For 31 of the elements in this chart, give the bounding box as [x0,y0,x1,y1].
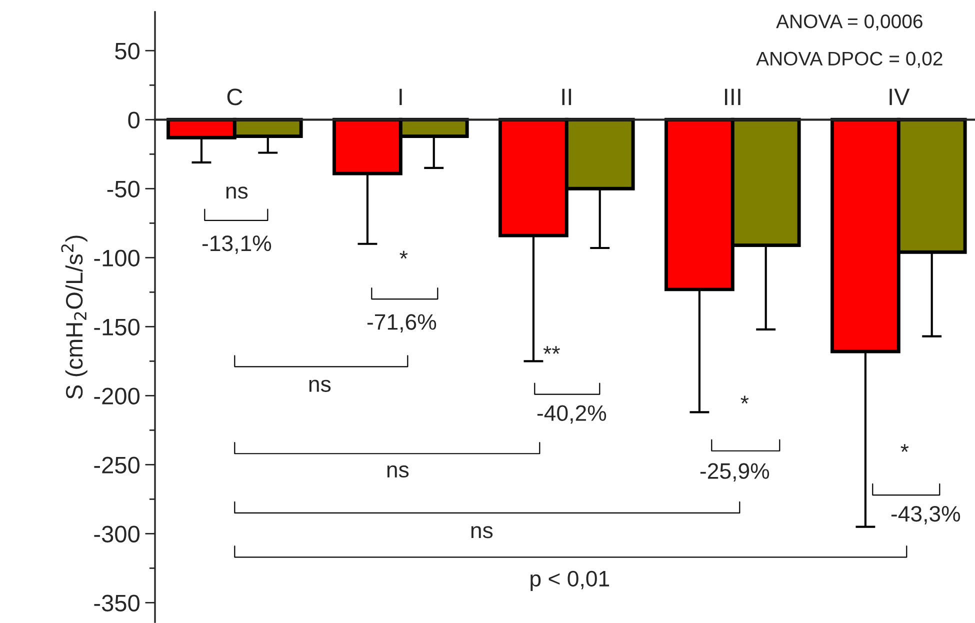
annotation: -25,9% [700,463,770,482]
annotation: ns [387,465,409,478]
y-tick-label: 0 [128,112,140,128]
y-tick-label: -300 [94,526,140,542]
y-tick-label: -350 [94,594,140,612]
annotation: ANOVA DPOC = 0,02 [756,52,942,68]
y-axis-title: S (cmH$_{2}$O/L/s$^{2}$) [61,236,88,399]
y-tick-label: -100 [94,250,140,266]
annotation: * [400,250,408,259]
x-tick-label: II [562,88,572,106]
annotation: ANOVA = 0,0006 [776,14,922,31]
annotation: p < 0,01 [530,570,610,591]
annotation: ns [471,526,493,538]
annotation: ns [226,186,248,199]
annotation: -43,3% [891,506,960,524]
annotation: ** [543,346,560,354]
annotation: * [900,444,909,452]
annotation: -13,1% [202,235,272,254]
y-tick-label: 50 [115,42,140,60]
y-tick-label: -150 [94,318,140,336]
y-tick-label: -250 [94,456,140,474]
x-tick-label: III [724,88,740,106]
annotation: ns [309,380,331,392]
x-tick-label: C [227,88,242,106]
annotation: -40,2% [537,405,606,424]
x-tick-label: IV [890,88,910,106]
annotation: -71,6% [367,314,436,332]
y-tick-label: -50 [107,180,140,198]
x-tick-label: I [400,88,402,106]
y-tick-label: -200 [94,388,140,404]
annotation: * [740,396,749,404]
